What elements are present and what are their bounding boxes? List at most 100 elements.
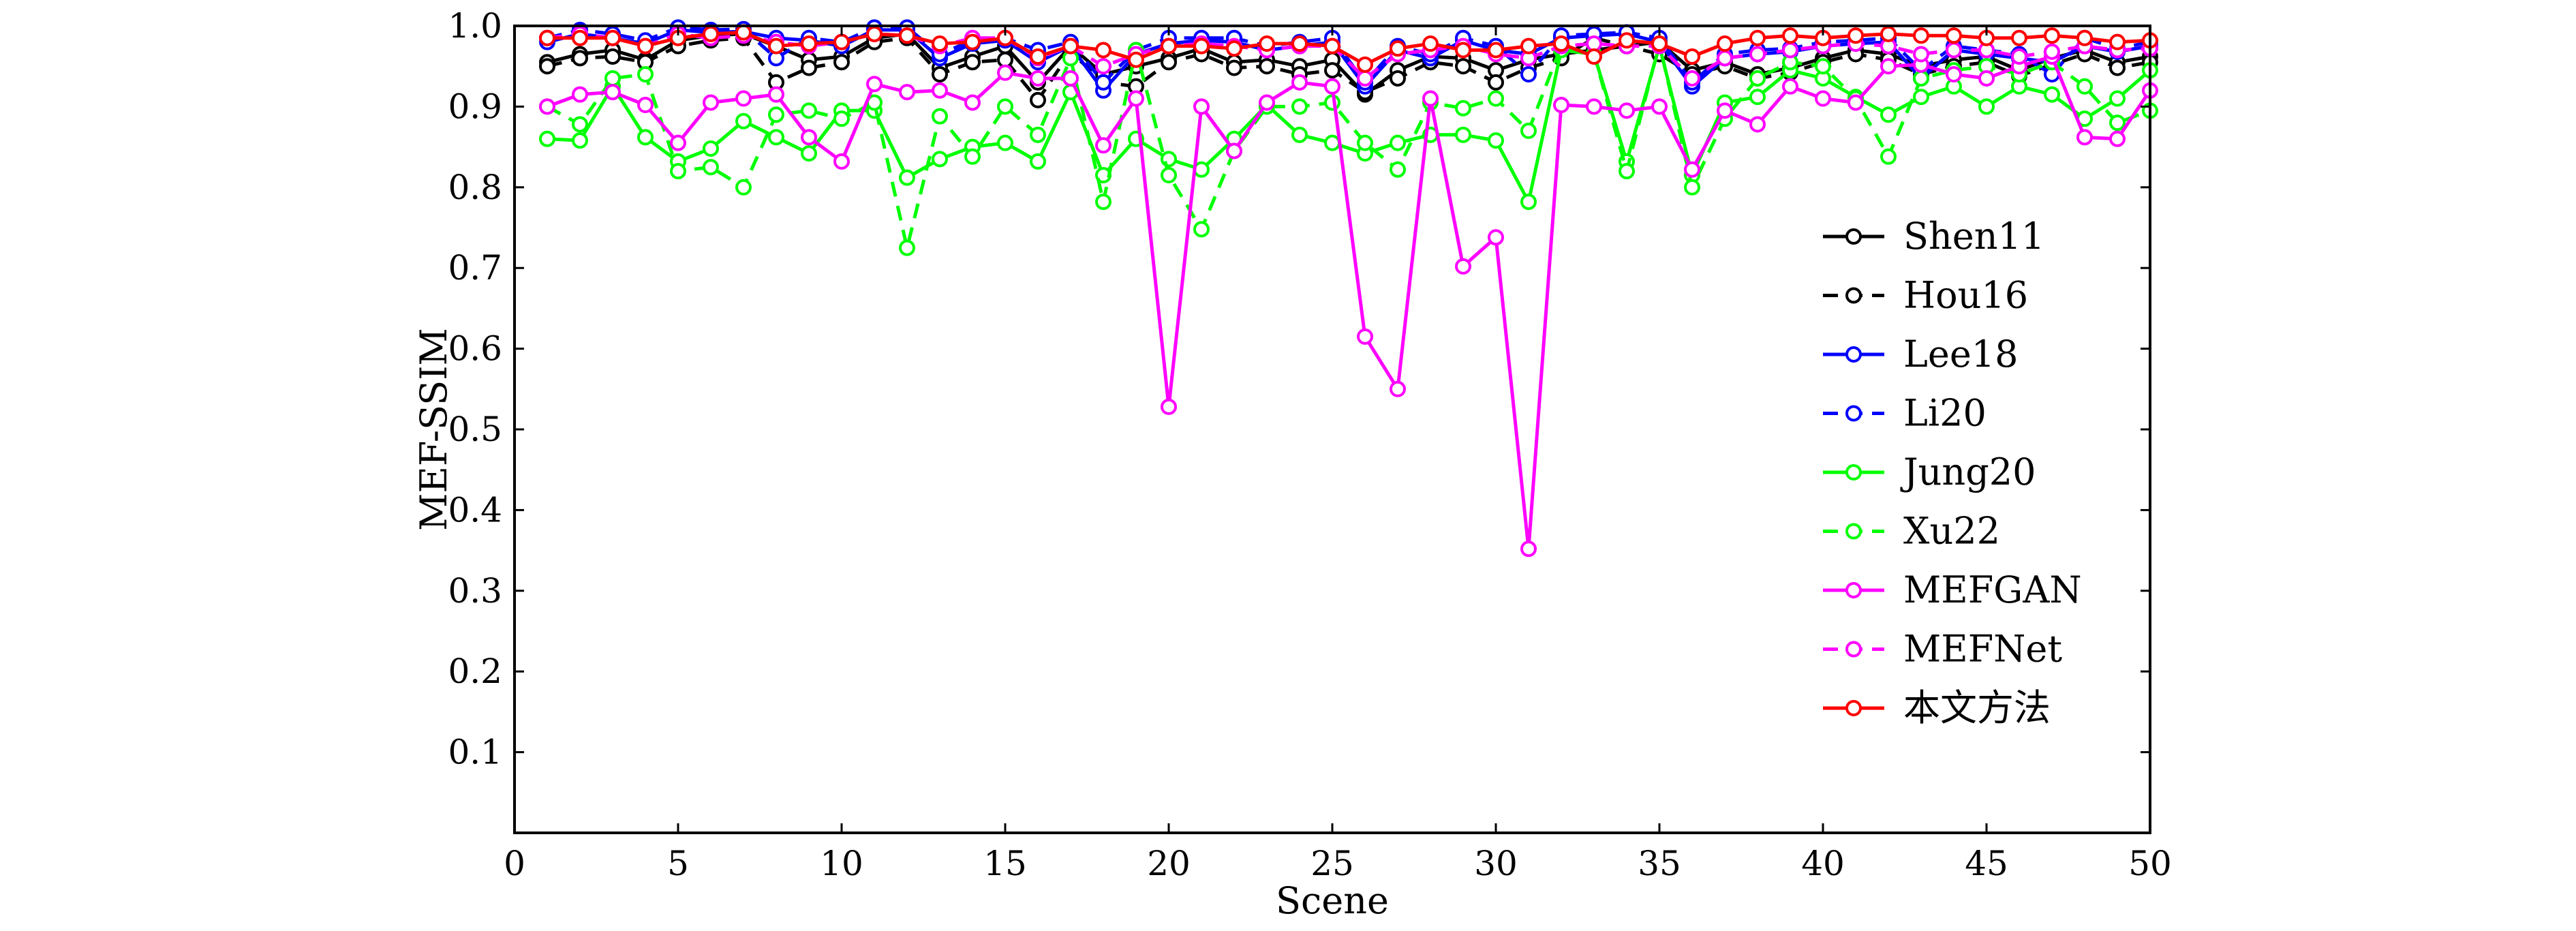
data-point xyxy=(932,82,948,99)
legend-marker xyxy=(1845,582,1862,598)
data-point xyxy=(539,98,555,115)
data-point xyxy=(1847,27,1864,44)
data-point xyxy=(637,66,654,83)
data-point xyxy=(670,134,686,151)
data-point xyxy=(670,163,686,180)
data-point xyxy=(2044,27,2060,44)
x-tick-label: 15 xyxy=(983,844,1027,883)
data-point xyxy=(1291,35,1308,52)
data-point xyxy=(1946,42,1962,59)
legend-label: Li20 xyxy=(1903,392,1987,435)
data-point xyxy=(2076,78,2093,95)
data-point xyxy=(1455,258,1471,275)
data-point xyxy=(1455,42,1471,59)
legend-label: Xu22 xyxy=(1903,510,2000,553)
data-point xyxy=(2076,29,2093,46)
y-tick-label: 0.7 xyxy=(448,248,502,288)
data-point xyxy=(1226,59,1242,76)
data-point xyxy=(932,35,948,52)
data-point xyxy=(1259,94,1275,111)
data-point xyxy=(899,84,915,101)
data-point xyxy=(1619,102,1635,119)
data-point xyxy=(1488,229,1504,246)
data-point xyxy=(1030,48,1046,65)
data-point xyxy=(1193,98,1210,115)
data-point xyxy=(735,90,752,107)
data-point xyxy=(1946,27,1962,44)
data-point xyxy=(2044,86,2060,103)
data-point xyxy=(1095,194,1111,211)
data-point xyxy=(1815,90,1831,107)
data-point xyxy=(1749,116,1766,133)
data-point xyxy=(572,132,588,149)
data-point xyxy=(1226,142,1242,159)
legend-marker xyxy=(1845,464,1862,480)
y-tick-label: 0.1 xyxy=(448,733,502,772)
data-point xyxy=(1259,35,1275,52)
data-point xyxy=(1357,56,1373,73)
data-point xyxy=(1880,58,1897,75)
data-point xyxy=(1422,35,1439,52)
data-point xyxy=(997,64,1013,81)
data-point xyxy=(801,35,817,52)
data-point xyxy=(964,54,981,71)
data-point xyxy=(1749,29,1766,46)
y-axis-title: MEF-SSIM xyxy=(412,328,455,531)
data-point xyxy=(637,129,654,146)
x-tick-label: 20 xyxy=(1147,844,1191,883)
data-point xyxy=(866,25,883,42)
legend-label: MEFNet xyxy=(1903,628,2062,671)
data-point xyxy=(866,76,883,93)
data-point xyxy=(932,108,948,125)
data-point xyxy=(1520,66,1537,83)
data-point xyxy=(1390,40,1406,57)
data-point xyxy=(1095,137,1111,154)
series-本文方法 xyxy=(539,24,2158,73)
data-point xyxy=(1030,70,1046,87)
legend: Shen11 Hou16 Lee18 Li20 Jung20 Xu22 MEFGAN MEFN… xyxy=(1823,215,2082,729)
data-point xyxy=(1324,37,1340,55)
y-tick-label: 0.6 xyxy=(448,329,502,369)
data-point xyxy=(1357,134,1373,151)
y-tick-label: 1.0 xyxy=(448,6,502,46)
data-point xyxy=(932,66,948,83)
data-point xyxy=(768,86,784,103)
legend-label: 本文方法 xyxy=(1903,686,2051,729)
data-point xyxy=(1488,90,1504,107)
data-point xyxy=(1488,132,1504,149)
data-point xyxy=(1324,134,1340,151)
data-point xyxy=(1782,78,1798,95)
data-point xyxy=(1520,122,1537,139)
data-point xyxy=(1422,90,1439,107)
data-point xyxy=(1455,126,1471,143)
data-point xyxy=(572,86,588,103)
data-point xyxy=(1095,42,1111,59)
x-tick-label: 5 xyxy=(667,844,689,883)
y-tick-label: 0.9 xyxy=(448,87,502,126)
data-point xyxy=(572,29,588,46)
data-point xyxy=(2109,115,2126,132)
data-point xyxy=(703,159,719,176)
data-point xyxy=(2044,43,2060,60)
data-point xyxy=(539,130,555,147)
data-point xyxy=(1324,62,1340,79)
legend-label: Hou16 xyxy=(1903,274,2028,317)
data-point xyxy=(801,102,817,119)
data-point xyxy=(833,110,850,127)
legend-label: Lee18 xyxy=(1903,333,2019,376)
data-point xyxy=(1913,27,1929,44)
data-point xyxy=(833,54,850,71)
data-point xyxy=(1520,37,1537,55)
data-point xyxy=(1553,97,1569,114)
data-point xyxy=(1717,102,1733,119)
data-point xyxy=(1488,74,1504,91)
data-point xyxy=(1128,51,1144,68)
data-point xyxy=(1684,48,1700,65)
data-point xyxy=(1978,98,1995,115)
data-point xyxy=(1062,70,1079,87)
data-point xyxy=(1161,37,1177,55)
data-point xyxy=(1357,70,1373,87)
data-point xyxy=(637,37,654,55)
series-line xyxy=(547,25,2151,85)
legend-label: Shen11 xyxy=(1903,215,2044,258)
